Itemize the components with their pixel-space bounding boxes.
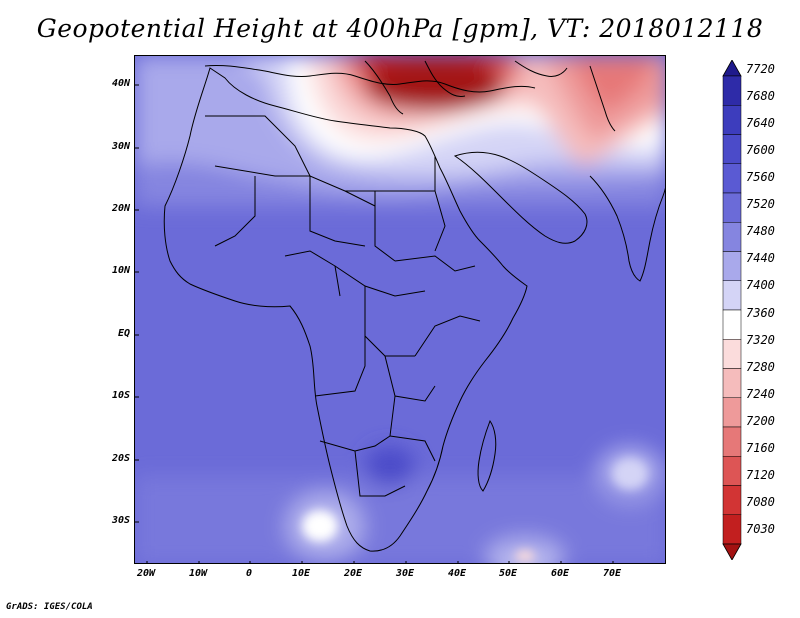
lon-label-40e: 40E xyxy=(447,568,467,579)
lon-label-20e: 20E xyxy=(343,568,363,579)
lat-label-10s: 10S xyxy=(111,390,130,401)
lon-label-10w: 10W xyxy=(188,568,208,579)
colorbar-segment xyxy=(722,397,742,428)
colorbar-label: 7720 xyxy=(746,62,775,76)
colorbar-bottom-arrow xyxy=(722,543,742,560)
colorbar-segment xyxy=(722,75,742,106)
lon-label-10e: 10E xyxy=(291,568,311,579)
colorbar-label: 7560 xyxy=(746,170,775,185)
colorbar-label: 7600 xyxy=(746,143,775,158)
colorbar-segment xyxy=(722,514,742,545)
colorbar-label: 7440 xyxy=(746,251,775,266)
map-plot-area xyxy=(134,55,666,564)
lon-label-20w: 20W xyxy=(136,568,156,579)
frame-ticks xyxy=(135,84,614,563)
lon-label-0: 0 xyxy=(245,568,253,579)
colorbar-label: 7080 xyxy=(746,494,775,509)
colorbar-label: 7320 xyxy=(746,332,775,347)
colorbar-segment xyxy=(722,309,742,340)
map-title: Geopotential Height at 400hPa [gpm], VT:… xyxy=(36,14,764,43)
colorbar-segment xyxy=(722,222,742,252)
colorbar-segment xyxy=(722,456,742,486)
colorbar-segment xyxy=(722,251,742,281)
colorbar-segment xyxy=(722,426,742,457)
lat-label-20s: 20S xyxy=(111,453,130,464)
lat-label-eq: EQ xyxy=(117,328,130,339)
lon-label-60e: 60E xyxy=(550,568,570,579)
colorbar-label: 7360 xyxy=(746,305,775,320)
colorbar-segment xyxy=(722,485,742,515)
colorbar-label: 7160 xyxy=(746,440,775,455)
lon-label-70e: 70E xyxy=(602,568,622,579)
grads-credit: GrADS: IGES/COLA xyxy=(6,602,93,612)
colorbar-label: 7240 xyxy=(746,386,775,401)
coastlines xyxy=(163,60,665,552)
lat-label-30s: 30S xyxy=(111,515,130,526)
geopotential-field xyxy=(135,56,665,563)
lat-label-20n: 20N xyxy=(111,203,130,214)
lon-label-30e: 30E xyxy=(395,568,415,579)
colorbar-label: 7030 xyxy=(746,522,775,536)
colorbar-label: 7280 xyxy=(746,359,775,374)
colorbar-label: 7200 xyxy=(746,413,775,428)
colorbar-segment xyxy=(722,163,742,194)
lat-label-10n: 10N xyxy=(111,265,130,276)
colorbar-segment xyxy=(722,192,742,223)
colorbar-segment xyxy=(722,105,742,135)
colorbar-top-arrow xyxy=(722,60,742,77)
lat-label-40n: 40N xyxy=(111,78,130,89)
colorbar-label: 7680 xyxy=(746,89,775,104)
lon-label-50e: 50E xyxy=(498,568,518,579)
colorbar-label: 7120 xyxy=(746,467,775,482)
colorbar xyxy=(722,60,742,560)
colorbar-segment xyxy=(722,368,742,398)
colorbar-label: 7400 xyxy=(746,278,775,293)
colorbar-label: 7640 xyxy=(746,116,775,131)
field-highlights xyxy=(302,458,648,562)
colorbar-segment xyxy=(722,134,742,164)
lat-label-30n: 30N xyxy=(111,141,130,152)
colorbar-segment xyxy=(722,280,742,311)
colorbar-label: 7480 xyxy=(746,224,775,239)
colorbar-segment xyxy=(722,339,742,369)
colorbar-label: 7520 xyxy=(746,197,775,212)
